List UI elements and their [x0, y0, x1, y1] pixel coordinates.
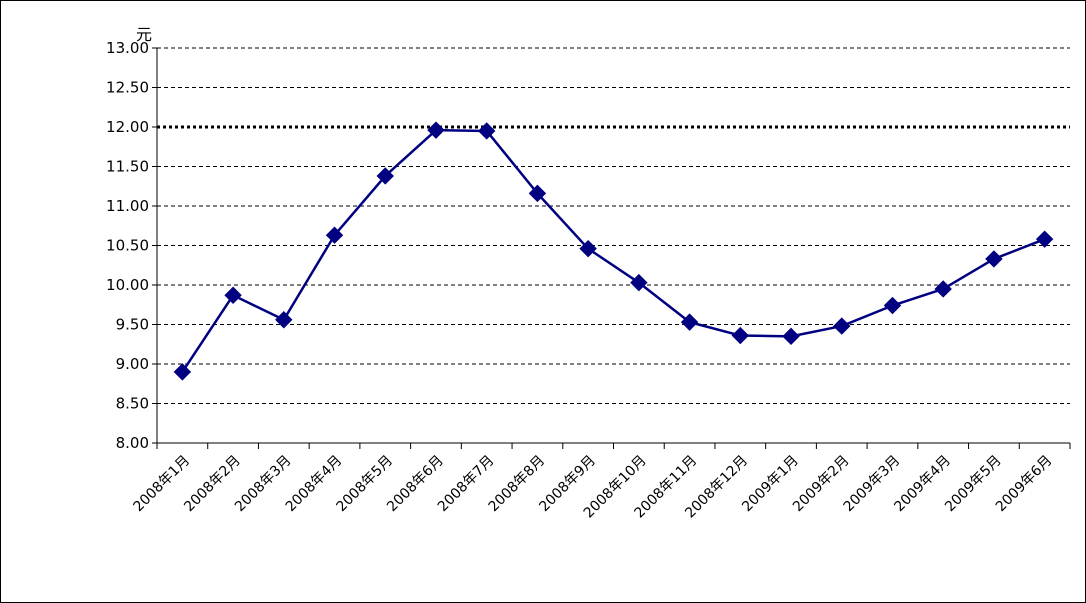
y-tick-label: 11.00 — [106, 197, 149, 215]
data-point-marker — [325, 226, 344, 244]
data-point-marker — [477, 122, 496, 140]
data-point-marker — [731, 326, 750, 345]
y-tick-label: 9.50 — [116, 316, 149, 334]
y-unit-label: 元 — [136, 25, 152, 44]
y-tick-label: 8.00 — [116, 434, 149, 452]
data-point-marker — [1035, 230, 1054, 248]
series-line — [181, 128, 1046, 373]
y-tick-label: 8.50 — [116, 395, 149, 413]
data-point-marker — [883, 296, 902, 315]
data-point-marker — [579, 239, 597, 258]
data-point-marker — [680, 313, 699, 331]
y-tick-label: 10.50 — [106, 237, 149, 255]
data-point-marker — [275, 311, 293, 329]
data-point-marker — [224, 286, 242, 304]
data-point-marker — [376, 167, 394, 185]
data-point-marker — [173, 363, 192, 381]
y-tick-label: 9.00 — [116, 355, 149, 373]
data-point-marker — [630, 273, 648, 292]
y-tick-label: 12.00 — [106, 118, 149, 136]
data-point-marker — [833, 317, 851, 335]
y-tick-label: 12.50 — [106, 79, 149, 97]
data-point-marker — [782, 327, 800, 346]
data-point-marker — [427, 121, 445, 139]
y-tick-label: 11.50 — [106, 158, 149, 176]
y-tick-label: 13.00 — [106, 39, 149, 57]
data-point-marker — [934, 280, 952, 298]
data-point-marker — [985, 250, 1003, 268]
data-point-marker — [528, 184, 547, 203]
y-tick-label: 10.00 — [106, 276, 149, 294]
